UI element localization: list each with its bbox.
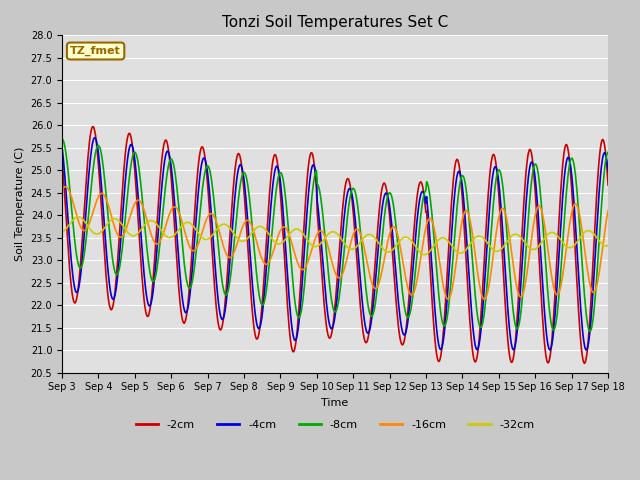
Y-axis label: Soil Temperature (C): Soil Temperature (C) [15, 147, 25, 261]
Text: TZ_fmet: TZ_fmet [70, 46, 121, 56]
X-axis label: Time: Time [321, 398, 349, 408]
Title: Tonzi Soil Temperatures Set C: Tonzi Soil Temperatures Set C [222, 15, 448, 30]
Legend: -2cm, -4cm, -8cm, -16cm, -32cm: -2cm, -4cm, -8cm, -16cm, -32cm [131, 416, 539, 434]
